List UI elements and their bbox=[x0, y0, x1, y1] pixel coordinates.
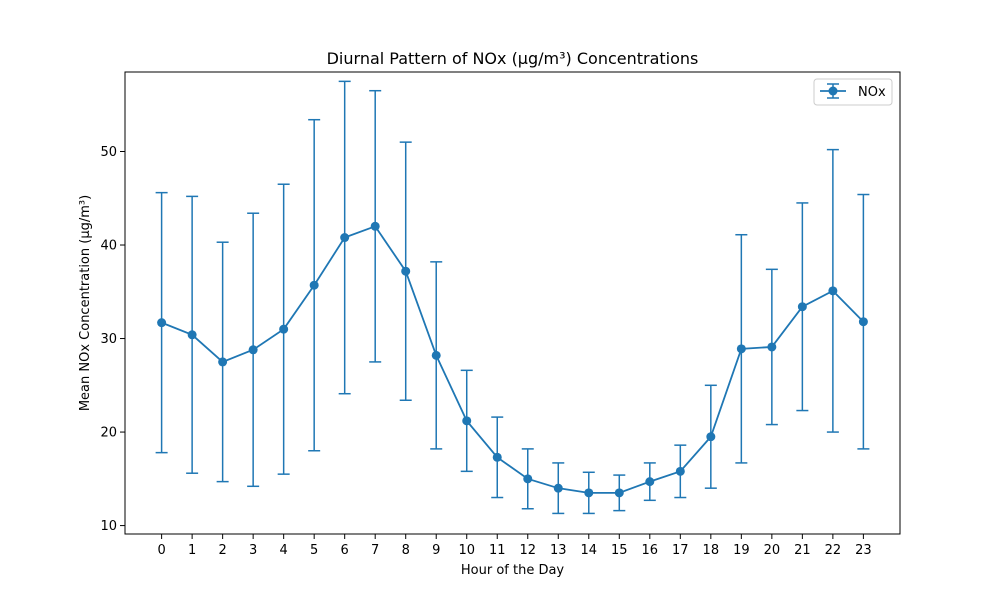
x-tick-label: 0 bbox=[157, 543, 165, 558]
x-axis-label: Hour of the Day bbox=[461, 563, 565, 578]
data-point bbox=[401, 266, 411, 276]
x-tick-label: 18 bbox=[703, 543, 720, 558]
x-tick-label: 17 bbox=[672, 543, 689, 558]
y-tick-label: 40 bbox=[100, 239, 117, 254]
legend-label-nox: NOx bbox=[858, 85, 886, 100]
data-point bbox=[584, 488, 594, 498]
y-tick-label: 20 bbox=[100, 426, 117, 441]
x-tick-label: 9 bbox=[432, 543, 440, 558]
x-tick-label: 23 bbox=[855, 543, 872, 558]
data-point bbox=[492, 452, 502, 462]
x-tick-label: 20 bbox=[764, 543, 781, 558]
data-point bbox=[767, 342, 777, 352]
legend: NOx bbox=[813, 78, 893, 106]
data-point bbox=[462, 416, 472, 426]
plot-frame bbox=[124, 71, 901, 535]
series-nox bbox=[155, 80, 870, 515]
x-tick-label: 8 bbox=[402, 543, 410, 558]
data-point bbox=[157, 318, 167, 328]
data-point bbox=[858, 317, 868, 327]
y-tick-label: 30 bbox=[100, 332, 117, 347]
data-point bbox=[370, 221, 380, 231]
data-point bbox=[553, 483, 563, 493]
data-point bbox=[797, 302, 807, 312]
legend-marker bbox=[828, 86, 838, 96]
x-tick-label: 14 bbox=[581, 543, 598, 558]
data-point bbox=[675, 466, 685, 476]
x-tick-label: 12 bbox=[519, 543, 536, 558]
x-tick-label: 3 bbox=[249, 543, 257, 558]
x-tick-label: 2 bbox=[218, 543, 226, 558]
data-point bbox=[828, 286, 838, 296]
x-tick-label: 10 bbox=[458, 543, 475, 558]
data-point bbox=[218, 357, 228, 367]
y-axis-label: Mean NOx Concentration (µg/m³) bbox=[78, 195, 93, 411]
data-point bbox=[736, 344, 746, 354]
x-axis: 0 1 2 3 4 5 6 7 8 9 10 11 12 13 14 15 16 17 18 19 20 21 22 23 bbox=[157, 534, 872, 558]
x-tick-label: 16 bbox=[642, 543, 659, 558]
plot-area bbox=[155, 80, 870, 515]
data-point bbox=[279, 324, 289, 334]
data-point bbox=[340, 233, 350, 243]
x-tick-label: 21 bbox=[794, 543, 811, 558]
x-tick-label: 15 bbox=[611, 543, 628, 558]
y-tick-label: 10 bbox=[100, 519, 117, 534]
data-point bbox=[614, 488, 624, 498]
data-point bbox=[309, 280, 319, 290]
x-tick-label: 19 bbox=[733, 543, 750, 558]
data-point bbox=[645, 477, 655, 487]
chart-title: Diurnal Pattern of NOx (µg/m³) Concentra… bbox=[327, 49, 699, 68]
x-tick-label: 6 bbox=[341, 543, 349, 558]
data-point bbox=[248, 345, 258, 355]
x-tick-label: 11 bbox=[489, 543, 506, 558]
data-point bbox=[706, 432, 716, 442]
y-axis: 10 20 30 40 50 bbox=[100, 145, 125, 534]
data-point bbox=[187, 330, 197, 340]
x-tick-label: 4 bbox=[280, 543, 288, 558]
x-tick-label: 1 bbox=[188, 543, 196, 558]
x-tick-label: 22 bbox=[825, 543, 842, 558]
data-point bbox=[523, 474, 533, 484]
legend-handle-nox bbox=[820, 83, 846, 99]
x-tick-label: 5 bbox=[310, 543, 318, 558]
data-point bbox=[431, 350, 441, 360]
series-line bbox=[161, 225, 865, 494]
x-tick-label: 7 bbox=[371, 543, 379, 558]
x-tick-label: 13 bbox=[550, 543, 567, 558]
y-tick-label: 50 bbox=[100, 145, 117, 160]
